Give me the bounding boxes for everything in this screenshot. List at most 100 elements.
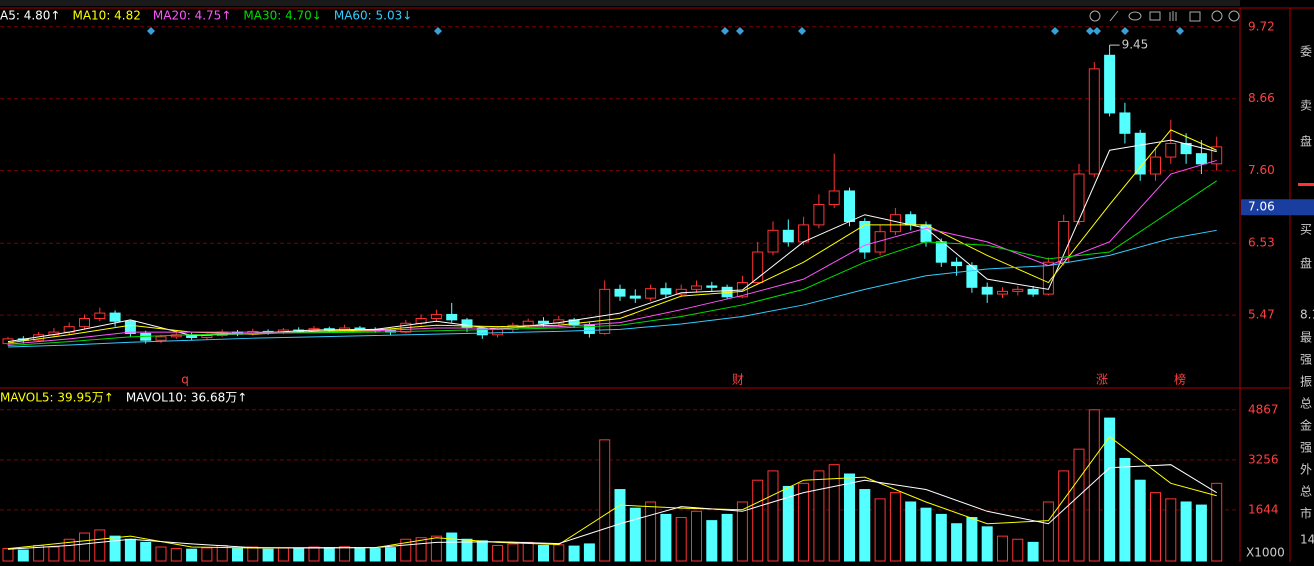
volume-bar (201, 547, 213, 562)
volume-bar (767, 470, 779, 562)
grid-icon[interactable] (1189, 11, 1201, 22)
legend-item: MA10: 4.82 (72, 9, 140, 23)
price-line-marker (1298, 183, 1314, 186)
toolbar-icons[interactable] (1089, 10, 1240, 22)
volume-bar (247, 546, 259, 562)
sidebar-text: 振 (1300, 375, 1312, 389)
y-tick-label: 4867 (1248, 402, 1279, 416)
volume-bar (94, 529, 106, 562)
y-tick-label: 9.72 (1248, 19, 1275, 33)
candle-body (430, 313, 442, 320)
eye-icon[interactable] (1128, 11, 1142, 21)
volume-bar (1134, 479, 1146, 562)
volume-bar (1058, 470, 1070, 562)
sidebar-text: 委 (1300, 45, 1312, 59)
candle-body (752, 251, 764, 284)
candle-body (614, 288, 626, 297)
y-tick-label: 8.66 (1248, 91, 1275, 105)
volume-bar (828, 464, 840, 562)
volume-bar (492, 544, 504, 562)
volume-bar (675, 517, 687, 562)
legend-item: MAVOL10: 36.68万↑ (126, 391, 247, 405)
volume-bar (752, 479, 764, 562)
volume-bar (1195, 504, 1207, 562)
volume-bar (966, 517, 978, 562)
candle-body (1058, 220, 1070, 263)
volume-bar (1119, 457, 1131, 562)
volume-bar (354, 547, 366, 562)
settings-icon[interactable] (1089, 10, 1101, 22)
candle-body (522, 320, 534, 326)
box-icon[interactable] (1149, 11, 1161, 21)
pen-icon[interactable] (1109, 10, 1119, 22)
sidebar-text: 盘 (1300, 256, 1312, 271)
candle-body (155, 336, 167, 341)
candle-body (1195, 153, 1207, 165)
candle-body (660, 288, 672, 295)
volume-bar (277, 547, 289, 562)
volume-bar (17, 549, 29, 562)
volume-bar (522, 541, 534, 562)
candle-body (124, 320, 136, 334)
volume-bar (339, 546, 351, 562)
candle-body (109, 312, 121, 322)
volume-bar (323, 547, 335, 562)
price-tag-label: 7.06 (1248, 200, 1275, 214)
event-diamond (1176, 27, 1184, 35)
candle-body (629, 295, 641, 299)
volume-bar (400, 538, 412, 562)
volume-bar (629, 507, 641, 562)
event-markers (147, 27, 1184, 35)
candle-body (828, 190, 840, 206)
volume-bar (140, 541, 152, 562)
candle-body (859, 220, 871, 253)
volume-bar (48, 546, 60, 562)
candle-body (981, 286, 993, 295)
volume-bar (660, 513, 672, 562)
sidebar-text: 总 (1300, 485, 1312, 499)
volume-bar (109, 535, 121, 562)
volume-bar (308, 546, 320, 562)
event-diamond (1086, 27, 1094, 35)
candle-body (476, 327, 488, 336)
event-diamond (798, 27, 806, 35)
volume-bar (889, 492, 901, 562)
sidebar-text: 最 (1300, 331, 1312, 345)
legend-item: MA20: 4.75↑ (153, 9, 231, 23)
sidebar-text: 总 (1300, 397, 1312, 411)
event-marker: 财 (732, 373, 744, 387)
volume-bar (583, 543, 595, 562)
volume-bar (736, 501, 748, 562)
volume-bar (844, 473, 855, 562)
legend-item: MA30: 4.70↓ (243, 9, 321, 23)
candle-body (1119, 112, 1131, 134)
zoom-out-icon[interactable] (1228, 10, 1240, 22)
candle-body (1027, 288, 1039, 295)
volume-bar (262, 548, 274, 562)
hand-icon[interactable] (1169, 11, 1177, 21)
candle-body (492, 328, 504, 336)
volume-bar (706, 520, 718, 562)
zoom-in-icon[interactable] (1211, 10, 1223, 22)
candle-body (1012, 288, 1024, 292)
event-diamond (434, 27, 442, 35)
candle-body (813, 204, 825, 226)
volume-bar (721, 513, 733, 562)
candle-body (1211, 146, 1223, 165)
volume-bar (874, 498, 886, 562)
candle-body (583, 324, 595, 334)
volume-bar (124, 538, 136, 562)
event-diamond (1093, 27, 1101, 35)
volume-bar (155, 546, 167, 562)
volume-bar (1042, 501, 1054, 562)
volume-bar (232, 548, 243, 562)
sidebar-text: 市 (1300, 506, 1312, 521)
volume-bar (981, 526, 993, 562)
volume-bar (935, 513, 947, 562)
candle-body (1150, 156, 1161, 175)
unit-label: X1000 (1246, 546, 1285, 560)
candle-body (538, 320, 549, 324)
event-diamond (147, 27, 155, 35)
